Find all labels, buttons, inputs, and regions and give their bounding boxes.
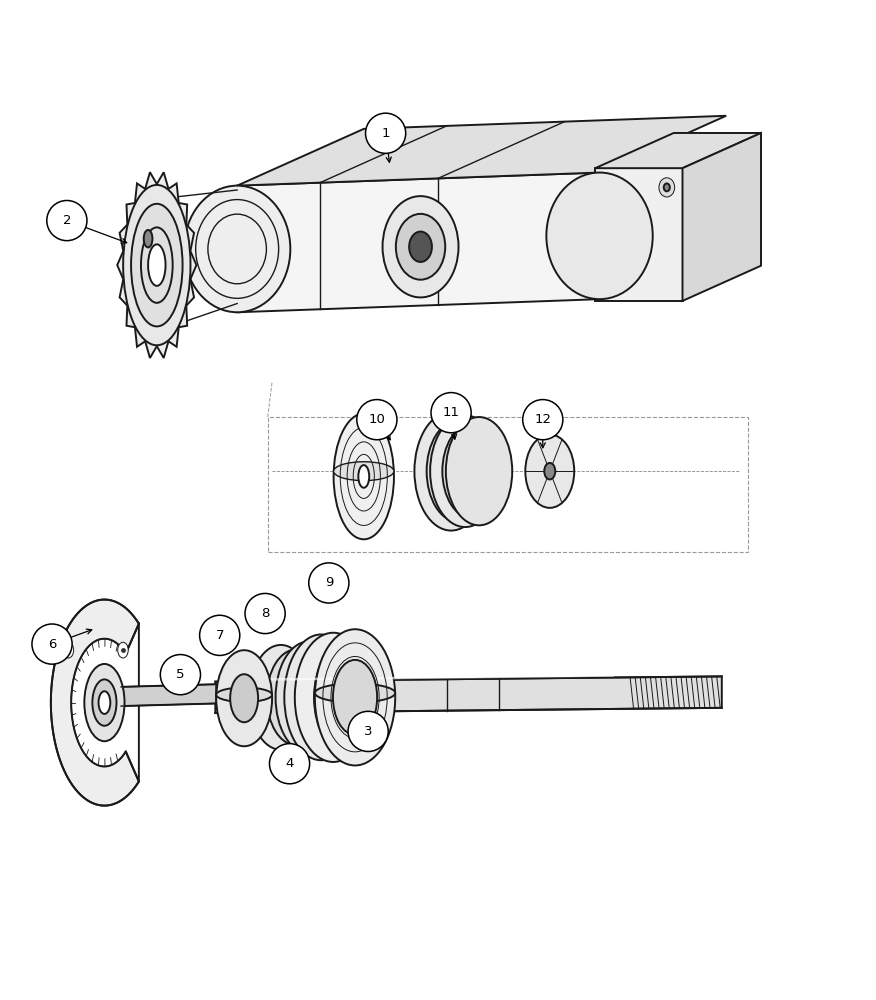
Polygon shape	[237, 116, 726, 186]
Ellipse shape	[664, 183, 670, 191]
Polygon shape	[595, 168, 682, 301]
Ellipse shape	[117, 642, 128, 658]
Ellipse shape	[329, 649, 389, 745]
Ellipse shape	[141, 227, 173, 303]
Text: 12: 12	[534, 413, 551, 426]
Text: 5: 5	[176, 668, 185, 681]
Ellipse shape	[334, 462, 394, 481]
Ellipse shape	[314, 683, 395, 703]
Text: 8: 8	[261, 607, 269, 620]
Ellipse shape	[124, 185, 190, 345]
Ellipse shape	[314, 629, 395, 765]
Ellipse shape	[430, 415, 500, 527]
Circle shape	[431, 393, 471, 433]
Ellipse shape	[333, 660, 378, 735]
Ellipse shape	[267, 649, 326, 745]
Circle shape	[160, 655, 201, 695]
Polygon shape	[51, 600, 139, 806]
Circle shape	[348, 711, 388, 751]
Text: 6: 6	[48, 638, 56, 651]
Ellipse shape	[544, 463, 555, 479]
Ellipse shape	[295, 633, 371, 762]
Ellipse shape	[148, 244, 166, 286]
Text: 1: 1	[381, 127, 390, 140]
Circle shape	[46, 200, 87, 241]
Ellipse shape	[409, 232, 432, 262]
Ellipse shape	[84, 664, 124, 741]
Ellipse shape	[276, 641, 342, 753]
Polygon shape	[117, 172, 196, 358]
Polygon shape	[121, 684, 216, 706]
Circle shape	[308, 563, 349, 603]
Text: 4: 4	[286, 757, 293, 770]
Ellipse shape	[358, 465, 369, 488]
Ellipse shape	[526, 435, 575, 508]
Ellipse shape	[98, 691, 110, 714]
Circle shape	[270, 744, 309, 784]
Ellipse shape	[446, 417, 512, 525]
Circle shape	[365, 113, 406, 153]
Polygon shape	[682, 133, 761, 301]
Ellipse shape	[414, 412, 488, 531]
Ellipse shape	[285, 634, 357, 760]
Text: 11: 11	[442, 406, 460, 419]
Ellipse shape	[131, 204, 182, 326]
Text: 10: 10	[369, 413, 385, 426]
Ellipse shape	[314, 641, 380, 753]
Circle shape	[357, 400, 397, 440]
Text: 2: 2	[62, 214, 71, 227]
Polygon shape	[215, 676, 722, 713]
Ellipse shape	[230, 674, 258, 722]
Ellipse shape	[547, 173, 653, 299]
Ellipse shape	[92, 679, 117, 726]
Ellipse shape	[63, 642, 74, 658]
Text: 7: 7	[215, 629, 224, 642]
Ellipse shape	[334, 414, 394, 539]
Circle shape	[245, 593, 286, 634]
Ellipse shape	[396, 214, 445, 280]
Ellipse shape	[659, 178, 675, 197]
Ellipse shape	[442, 424, 502, 518]
Circle shape	[32, 624, 72, 664]
Circle shape	[523, 400, 563, 440]
Ellipse shape	[216, 650, 272, 746]
Ellipse shape	[144, 230, 152, 247]
Circle shape	[200, 615, 240, 655]
Text: 9: 9	[325, 576, 333, 589]
Ellipse shape	[250, 645, 312, 750]
Ellipse shape	[184, 186, 290, 312]
Polygon shape	[237, 173, 599, 312]
Polygon shape	[595, 133, 761, 168]
Ellipse shape	[427, 421, 490, 522]
Text: 3: 3	[364, 725, 372, 738]
Ellipse shape	[383, 196, 458, 297]
Ellipse shape	[216, 688, 272, 702]
